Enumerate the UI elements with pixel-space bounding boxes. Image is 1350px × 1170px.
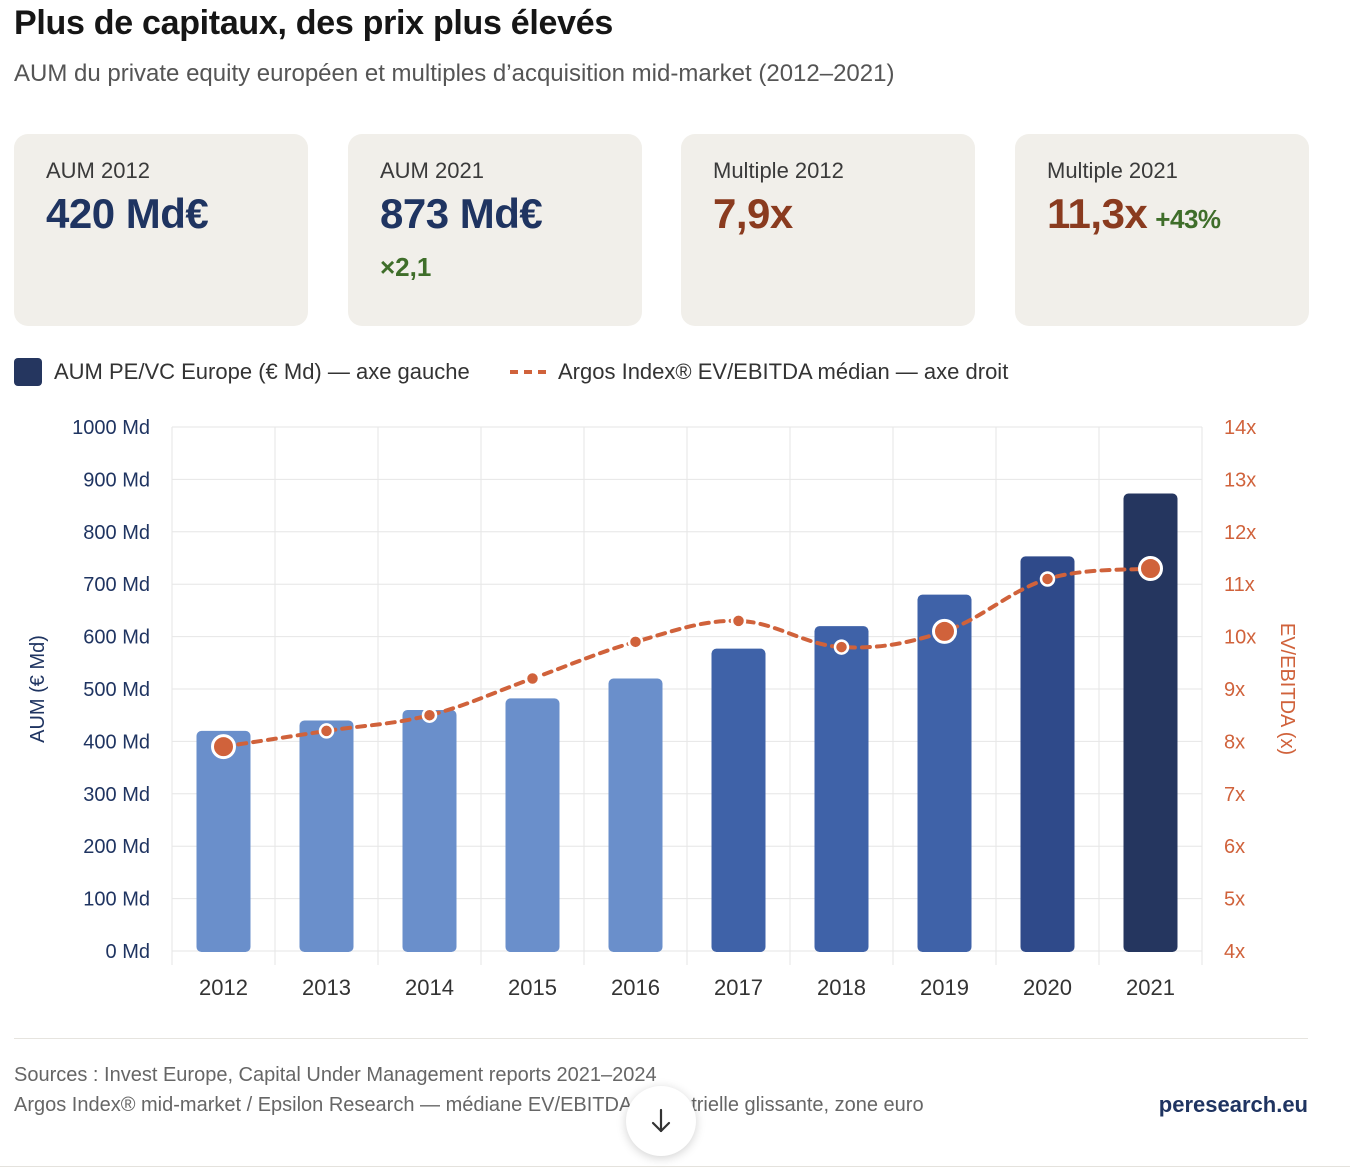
- bar-2015: [505, 698, 560, 952]
- left-tick-label: 400 Md: [83, 731, 150, 753]
- left-tick-label: 700 Md: [83, 574, 150, 596]
- left-tick-label: 100 Md: [83, 889, 150, 911]
- source-line-2: Argos Index® mid-market / Epsilon Resear…: [14, 1094, 924, 1116]
- left-tick-label: 200 Md: [83, 836, 150, 858]
- line-point-2013: [318, 723, 335, 739]
- line-point-2018: [833, 639, 850, 655]
- right-tick-label: 13x: [1224, 469, 1256, 491]
- right-tick-label: 14x: [1224, 417, 1256, 439]
- line-point-2014: [421, 707, 438, 723]
- right-tick-label: 7x: [1224, 784, 1245, 806]
- x-tick-label: 2014: [405, 975, 454, 1000]
- arrow-down-icon: [651, 1108, 671, 1133]
- left-tick-label: 1000 Md: [72, 417, 150, 439]
- x-tick-label: 2019: [920, 975, 969, 1000]
- kpi-label: AUM 2021: [380, 158, 484, 183]
- line-point-2017: [730, 613, 747, 629]
- x-tick-label: 2017: [714, 975, 763, 1000]
- kpi-card-aum-2012: AUM 2012 420 Md€: [14, 134, 308, 326]
- x-tick-label: 2020: [1023, 975, 1072, 1000]
- kpi-label: Multiple 2012: [713, 158, 844, 183]
- x-tick-label: 2013: [302, 975, 351, 1000]
- bar-2016: [608, 678, 663, 952]
- left-tick-label: 900 Md: [83, 469, 150, 491]
- right-tick-label: 8x: [1224, 731, 1245, 753]
- combo-chart: 0 Md 100 Md 200 Md 300 Md 400 Md 500 Md 600 Md…: [27, 417, 1298, 1000]
- x-tick-label: 2012: [199, 975, 248, 1000]
- line-point-2012: [211, 734, 236, 760]
- brand-link[interactable]: peresearch.eu: [1158, 1092, 1308, 1117]
- bar-series: [196, 493, 1178, 952]
- bar-2018: [814, 626, 869, 952]
- left-tick-label: 500 Md: [83, 679, 150, 701]
- line-series: [211, 555, 1163, 760]
- line-point-2021: [1138, 555, 1163, 581]
- kpi-cards: AUM 2012 420 Md€ AUM 2021 873 Md€ ×2,1 M…: [14, 134, 1309, 326]
- legend-item-bars: AUM PE/VC Europe (€ Md) — axe gauche: [14, 356, 470, 388]
- kpi-label: Multiple 2021: [1047, 158, 1178, 183]
- kpi-value: 7,9x: [713, 190, 793, 237]
- scroll-down-button[interactable]: [626, 1086, 696, 1156]
- right-tick-label: 12x: [1224, 522, 1256, 544]
- kpi-label: AUM 2012: [46, 158, 150, 183]
- legend-label-line: Argos Index® EV/EBITDA médian — axe droi…: [558, 359, 1009, 384]
- legend-item-line: Argos Index® EV/EBITDA médian — axe droi…: [510, 356, 1008, 388]
- x-tick-label: 2016: [611, 975, 660, 1000]
- kpi-value: 873 Md€: [380, 190, 543, 237]
- legend-swatch-line: [510, 370, 546, 374]
- bar-2013: [299, 720, 354, 952]
- bar-2017: [711, 648, 766, 952]
- chart-legend: AUM PE/VC Europe (€ Md) — axe gauche Arg…: [14, 356, 1114, 388]
- left-tick-label: 800 Md: [83, 522, 150, 544]
- right-tick-label: 6x: [1224, 836, 1245, 858]
- right-axis-ticks: 4x 5x 6x 7x 8x 9x 10x 11x 12x 13x 14x: [1224, 417, 1256, 963]
- bar-2020: [1020, 556, 1075, 952]
- kpi-value: 11,3x: [1047, 190, 1148, 237]
- right-tick-label: 9x: [1224, 679, 1245, 701]
- line-path-ev-ebitda: [221, 566, 1153, 749]
- left-axis-ticks: 0 Md 100 Md 200 Md 300 Md 400 Md 500 Md 600 Md…: [72, 417, 150, 963]
- bar-2012: [196, 730, 251, 952]
- footer-divider: [14, 1038, 1308, 1039]
- bar-2019: [917, 594, 972, 952]
- kpi-value-row: 11,3x +43%: [1047, 190, 1277, 238]
- chart-title: Plus de capitaux, des prix plus élevés: [14, 4, 613, 42]
- x-tick-label: 2018: [817, 975, 866, 1000]
- right-tick-label: 4x: [1224, 941, 1245, 963]
- legend-swatch-bars: [14, 358, 42, 386]
- line-point-2016: [627, 634, 644, 650]
- right-axis-title: EV/EBITDA (x): [1276, 623, 1298, 755]
- kpi-card-aum-2021: AUM 2021 873 Md€ ×2,1: [348, 134, 642, 326]
- kpi-value: 420 Md€: [46, 190, 209, 237]
- x-axis-ticks: 2012 2013 2014 2015 2016 2017 2018 2019 2020 2021: [199, 975, 1175, 1000]
- line-point-2020: [1039, 571, 1056, 587]
- kpi-card-multiple-2012: Multiple 2012 7,9x: [681, 134, 975, 326]
- bottom-edge-line: [0, 1166, 1350, 1167]
- kpi-card-multiple-2021: Multiple 2021 11,3x +43%: [1015, 134, 1309, 326]
- right-tick-label: 10x: [1224, 627, 1256, 649]
- line-point-2019: [932, 618, 957, 644]
- left-tick-label: 600 Md: [83, 627, 150, 649]
- kpi-delta: +43%: [1155, 204, 1221, 234]
- chart-subtitle: AUM du private equity européen et multip…: [14, 60, 895, 87]
- x-tick-label: 2021: [1126, 975, 1175, 1000]
- bar-2021: [1123, 493, 1178, 952]
- line-point-2015: [524, 670, 541, 687]
- right-tick-label: 11x: [1224, 574, 1255, 596]
- source-line-1: Sources : Invest Europe, Capital Under M…: [14, 1064, 657, 1086]
- left-tick-label: 0 Md: [106, 941, 150, 963]
- legend-label-bars: AUM PE/VC Europe (€ Md) — axe gauche: [54, 359, 470, 384]
- chart-grid: [171, 426, 1203, 965]
- left-tick-label: 300 Md: [83, 784, 150, 806]
- left-axis-title: AUM (€ Md): [27, 635, 49, 743]
- right-tick-label: 5x: [1224, 889, 1245, 911]
- bar-2014: [402, 709, 457, 952]
- x-tick-label: 2015: [508, 975, 557, 1000]
- kpi-delta: ×2,1: [380, 252, 432, 282]
